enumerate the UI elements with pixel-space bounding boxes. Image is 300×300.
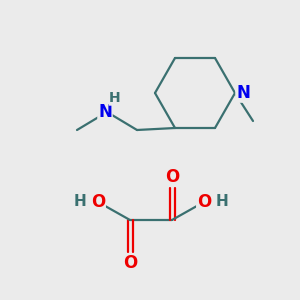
Text: O: O bbox=[123, 254, 137, 272]
Text: O: O bbox=[197, 193, 211, 211]
Text: N: N bbox=[98, 103, 112, 121]
Text: H: H bbox=[74, 194, 86, 209]
Text: O: O bbox=[91, 193, 105, 211]
Text: H: H bbox=[109, 91, 121, 105]
Text: N: N bbox=[236, 84, 250, 102]
Text: H: H bbox=[216, 194, 228, 209]
Text: O: O bbox=[165, 168, 179, 186]
